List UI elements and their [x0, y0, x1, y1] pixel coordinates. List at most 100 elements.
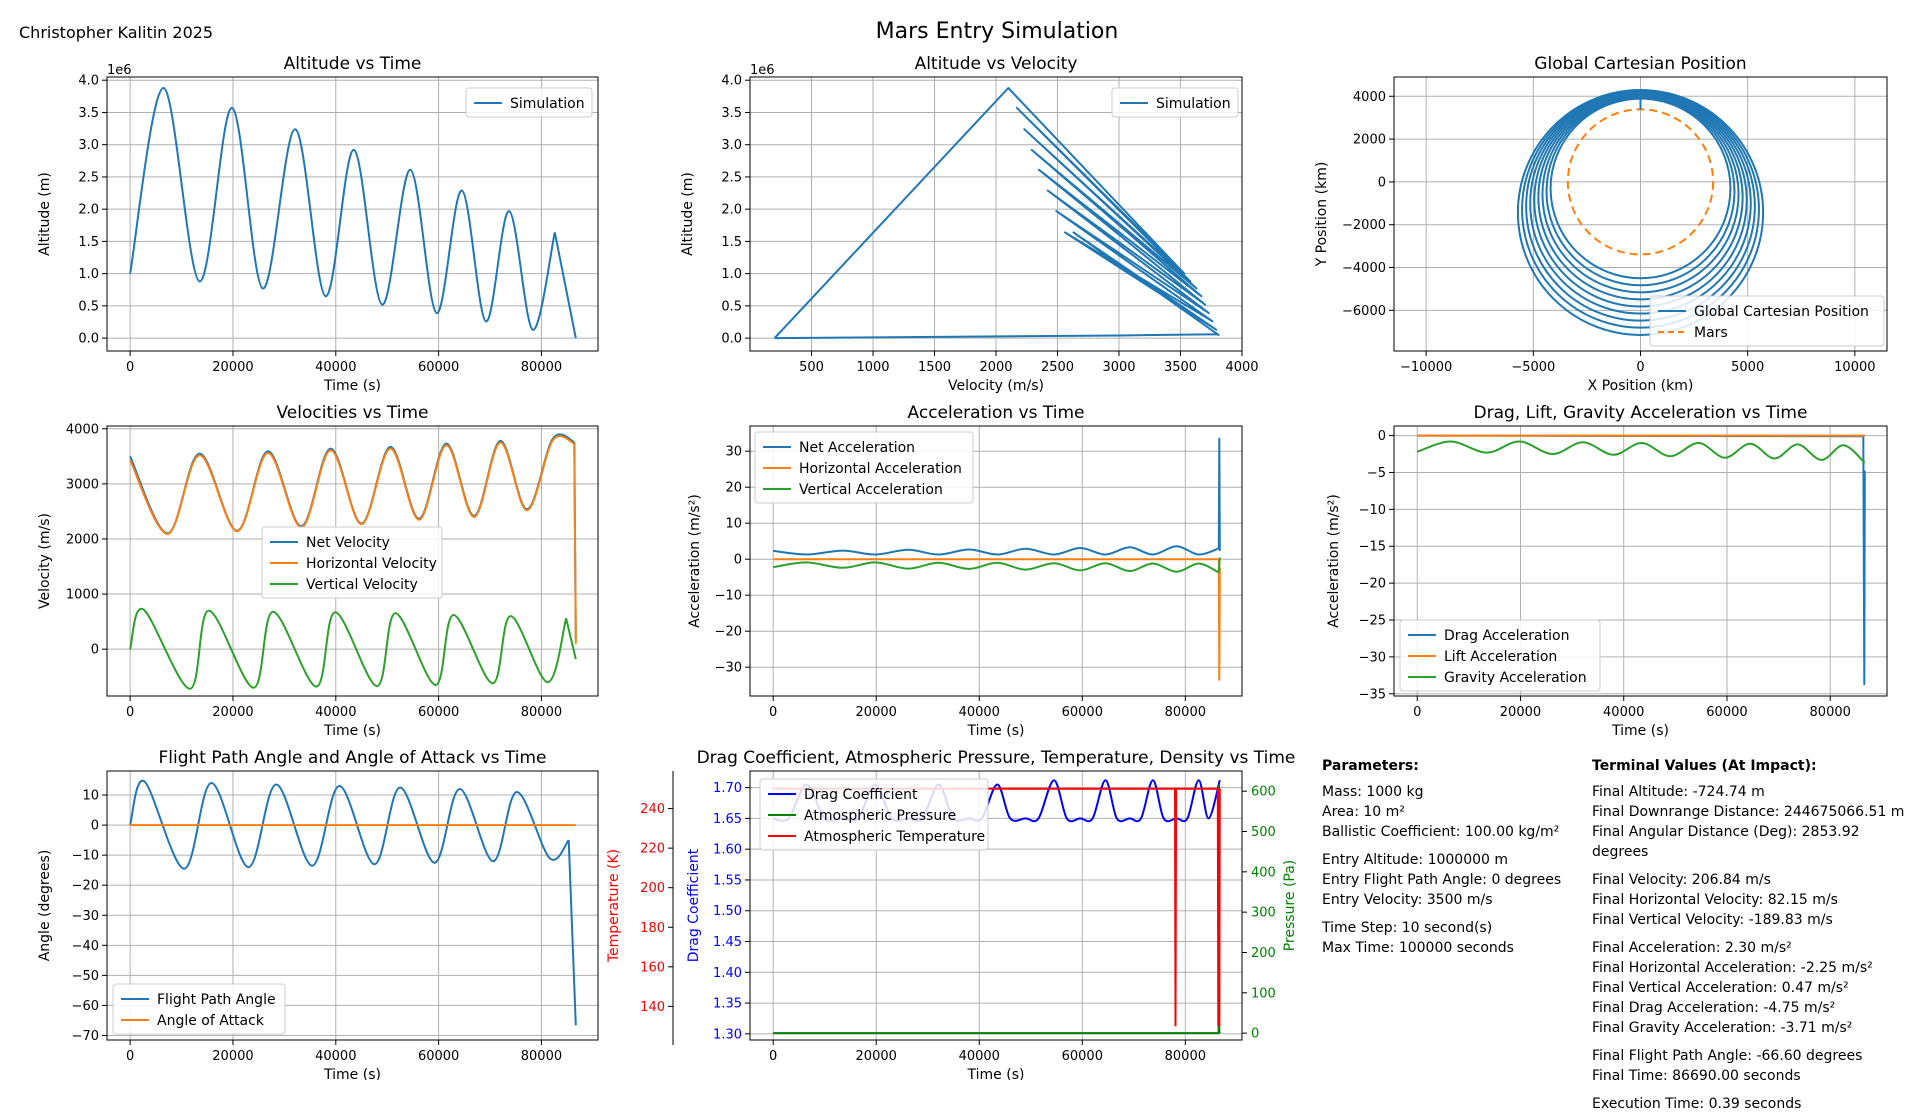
- y-tick-label: 2.0: [78, 203, 99, 218]
- x-tick-label: 60000: [1706, 705, 1747, 720]
- author-credit: Christopher Kalitin 2025: [19, 23, 213, 42]
- y-tick-label: −5: [1367, 466, 1386, 481]
- group-spacer: [1592, 1086, 1918, 1094]
- terminal-heading: Terminal Values (At Impact):: [1592, 758, 1817, 774]
- y-tick-label: 10: [82, 789, 99, 804]
- axes-frame: [749, 770, 1243, 1041]
- y-axis-label: Y Position (km): [1314, 162, 1330, 268]
- y-tick-label: −15: [1359, 540, 1386, 555]
- series-line-flight-path-angle-tail: [567, 840, 577, 1026]
- y-tick-label: 4000: [1353, 90, 1386, 105]
- y-tick-label: −10: [715, 589, 742, 604]
- right-tick-label: 100: [1251, 986, 1276, 1001]
- legend-label: Atmospheric Pressure: [804, 808, 956, 824]
- axes-frame: [1393, 76, 1888, 352]
- y-tick-label: 1.0: [78, 267, 99, 282]
- y-tick-label: −30: [715, 661, 742, 676]
- legend-label: Vertical Velocity: [306, 577, 418, 593]
- legend-label: Lift Acceleration: [1444, 649, 1557, 665]
- legend-box: [1111, 87, 1239, 118]
- x-tick-label: 20000: [1500, 705, 1541, 720]
- y-tick-label: −30: [72, 909, 99, 924]
- y-tick-label: 3.0: [78, 138, 99, 153]
- right-axis-label: Pressure (Pa): [1282, 860, 1298, 952]
- y-tick-label: −20: [715, 625, 742, 640]
- value-line: Final Angular Distance (Deg): 2853.92 de…: [1592, 824, 1860, 860]
- x-tick-label: 60000: [1062, 1049, 1103, 1064]
- x-axis-label: X Position (km): [1588, 378, 1694, 394]
- value-line: Entry Altitude: 1000000 m: [1322, 852, 1509, 868]
- value-line: Max Time: 100000 seconds: [1322, 940, 1514, 956]
- y-tick-label: 1.55: [713, 873, 742, 888]
- x-tick-label: 80000: [1165, 1049, 1206, 1064]
- y-tick-label: −2000: [1342, 218, 1386, 233]
- x-tick-label: 20000: [212, 1049, 253, 1064]
- x-tick-label: 1500: [918, 360, 951, 375]
- y-tick-label: 1.50: [713, 904, 742, 919]
- parameters-heading: Parameters:: [1322, 758, 1419, 774]
- value-line: Final Velocity: 206.84 m/s: [1592, 872, 1771, 888]
- y-tick-label: 0: [91, 819, 99, 834]
- legend-box: [754, 431, 974, 504]
- legend-label: Angle of Attack: [157, 1013, 265, 1029]
- x-tick-label: 60000: [1062, 705, 1103, 720]
- value-line: Ballistic Coefficient: 100.00 kg/m²: [1322, 824, 1560, 840]
- y-tick-label: 0: [1378, 175, 1386, 190]
- terminal-values-panel: Terminal Values (At Impact): Final Altit…: [1592, 756, 1918, 1114]
- axes-frame: [1393, 425, 1888, 697]
- y-tick-label: 0.5: [721, 299, 742, 314]
- x-axis-label: Time (s): [323, 1067, 381, 1080]
- legend-label: Simulation: [1156, 96, 1231, 112]
- series-line-horizontal-velocity-tail: [573, 443, 577, 644]
- x-tick-label: 60000: [418, 360, 459, 375]
- x-tick-label: 40000: [959, 1049, 1000, 1064]
- chart-title: Altitude vs Time: [284, 54, 422, 74]
- y-tick-label: 0: [734, 553, 742, 568]
- y-tick-label: 0.0: [721, 332, 742, 347]
- y-tick-label: 3.5: [78, 106, 99, 121]
- y-tick-label: 1000: [66, 588, 99, 603]
- value-line: Final Altitude: -724.74 m: [1592, 784, 1765, 800]
- x-tick-label: 5000: [1731, 360, 1764, 375]
- legend-label: Mars: [1694, 325, 1728, 341]
- series-line-flight-path-angle: [129, 780, 570, 870]
- legend-box: [1399, 619, 1601, 692]
- legend-label: Horizontal Acceleration: [799, 461, 962, 477]
- y-axis-label: Drag Coefficient: [686, 848, 702, 962]
- y-axis-label: Altitude (m): [37, 172, 53, 256]
- y-tick-label: −10: [72, 849, 99, 864]
- legend-label: Net Velocity: [306, 535, 390, 551]
- x-tick-label: 0: [1413, 705, 1421, 720]
- axes-frame: [749, 425, 1243, 697]
- x-tick-label: 0: [1636, 360, 1644, 375]
- chart-title: Velocities vs Time: [277, 403, 429, 423]
- series-line-vertical-velocity: [129, 608, 568, 690]
- x-tick-label: 20000: [212, 705, 253, 720]
- chart-title: Altitude vs Velocity: [915, 54, 1078, 74]
- value-line: Execution Time: 0.39 seconds: [1592, 1096, 1802, 1112]
- y-multiplier-label: 1e6: [750, 63, 775, 78]
- series-line-net-acceleration: [773, 545, 1220, 556]
- x-tick-label: 4000: [1225, 360, 1258, 375]
- legend-label: Drag Acceleration: [1444, 628, 1569, 644]
- x-tick-label: 2500: [1041, 360, 1074, 375]
- temp-tick-label: 180: [640, 921, 665, 936]
- y-tick-label: 4.0: [78, 74, 99, 89]
- x-tick-label: 80000: [521, 705, 562, 720]
- chart-title: Drag, Lift, Gravity Acceleration vs Time: [1474, 403, 1808, 423]
- x-tick-label: 0: [126, 360, 134, 375]
- x-tick-label: 60000: [418, 705, 459, 720]
- legend-box: [465, 87, 593, 118]
- y-tick-label: 2000: [66, 532, 99, 547]
- x-tick-label: 0: [126, 705, 134, 720]
- x-tick-label: 0: [126, 1049, 134, 1064]
- y-axis-label: Acceleration (m/s²): [1326, 494, 1342, 628]
- x-tick-label: 80000: [521, 360, 562, 375]
- x-tick-label: 20000: [212, 360, 253, 375]
- axes-frame: [749, 76, 1243, 352]
- right-tick-label: 400: [1251, 865, 1276, 880]
- x-axis-label: Time (s): [967, 723, 1025, 739]
- x-axis-label: Velocity (m/s): [948, 378, 1044, 394]
- x-tick-label: 0: [769, 1049, 777, 1064]
- series-line-simulation-tail: [553, 232, 577, 339]
